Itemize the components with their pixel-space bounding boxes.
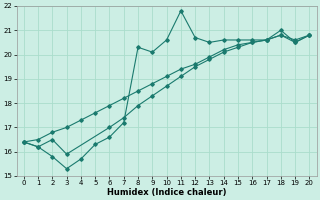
- X-axis label: Humidex (Indice chaleur): Humidex (Indice chaleur): [107, 188, 226, 197]
